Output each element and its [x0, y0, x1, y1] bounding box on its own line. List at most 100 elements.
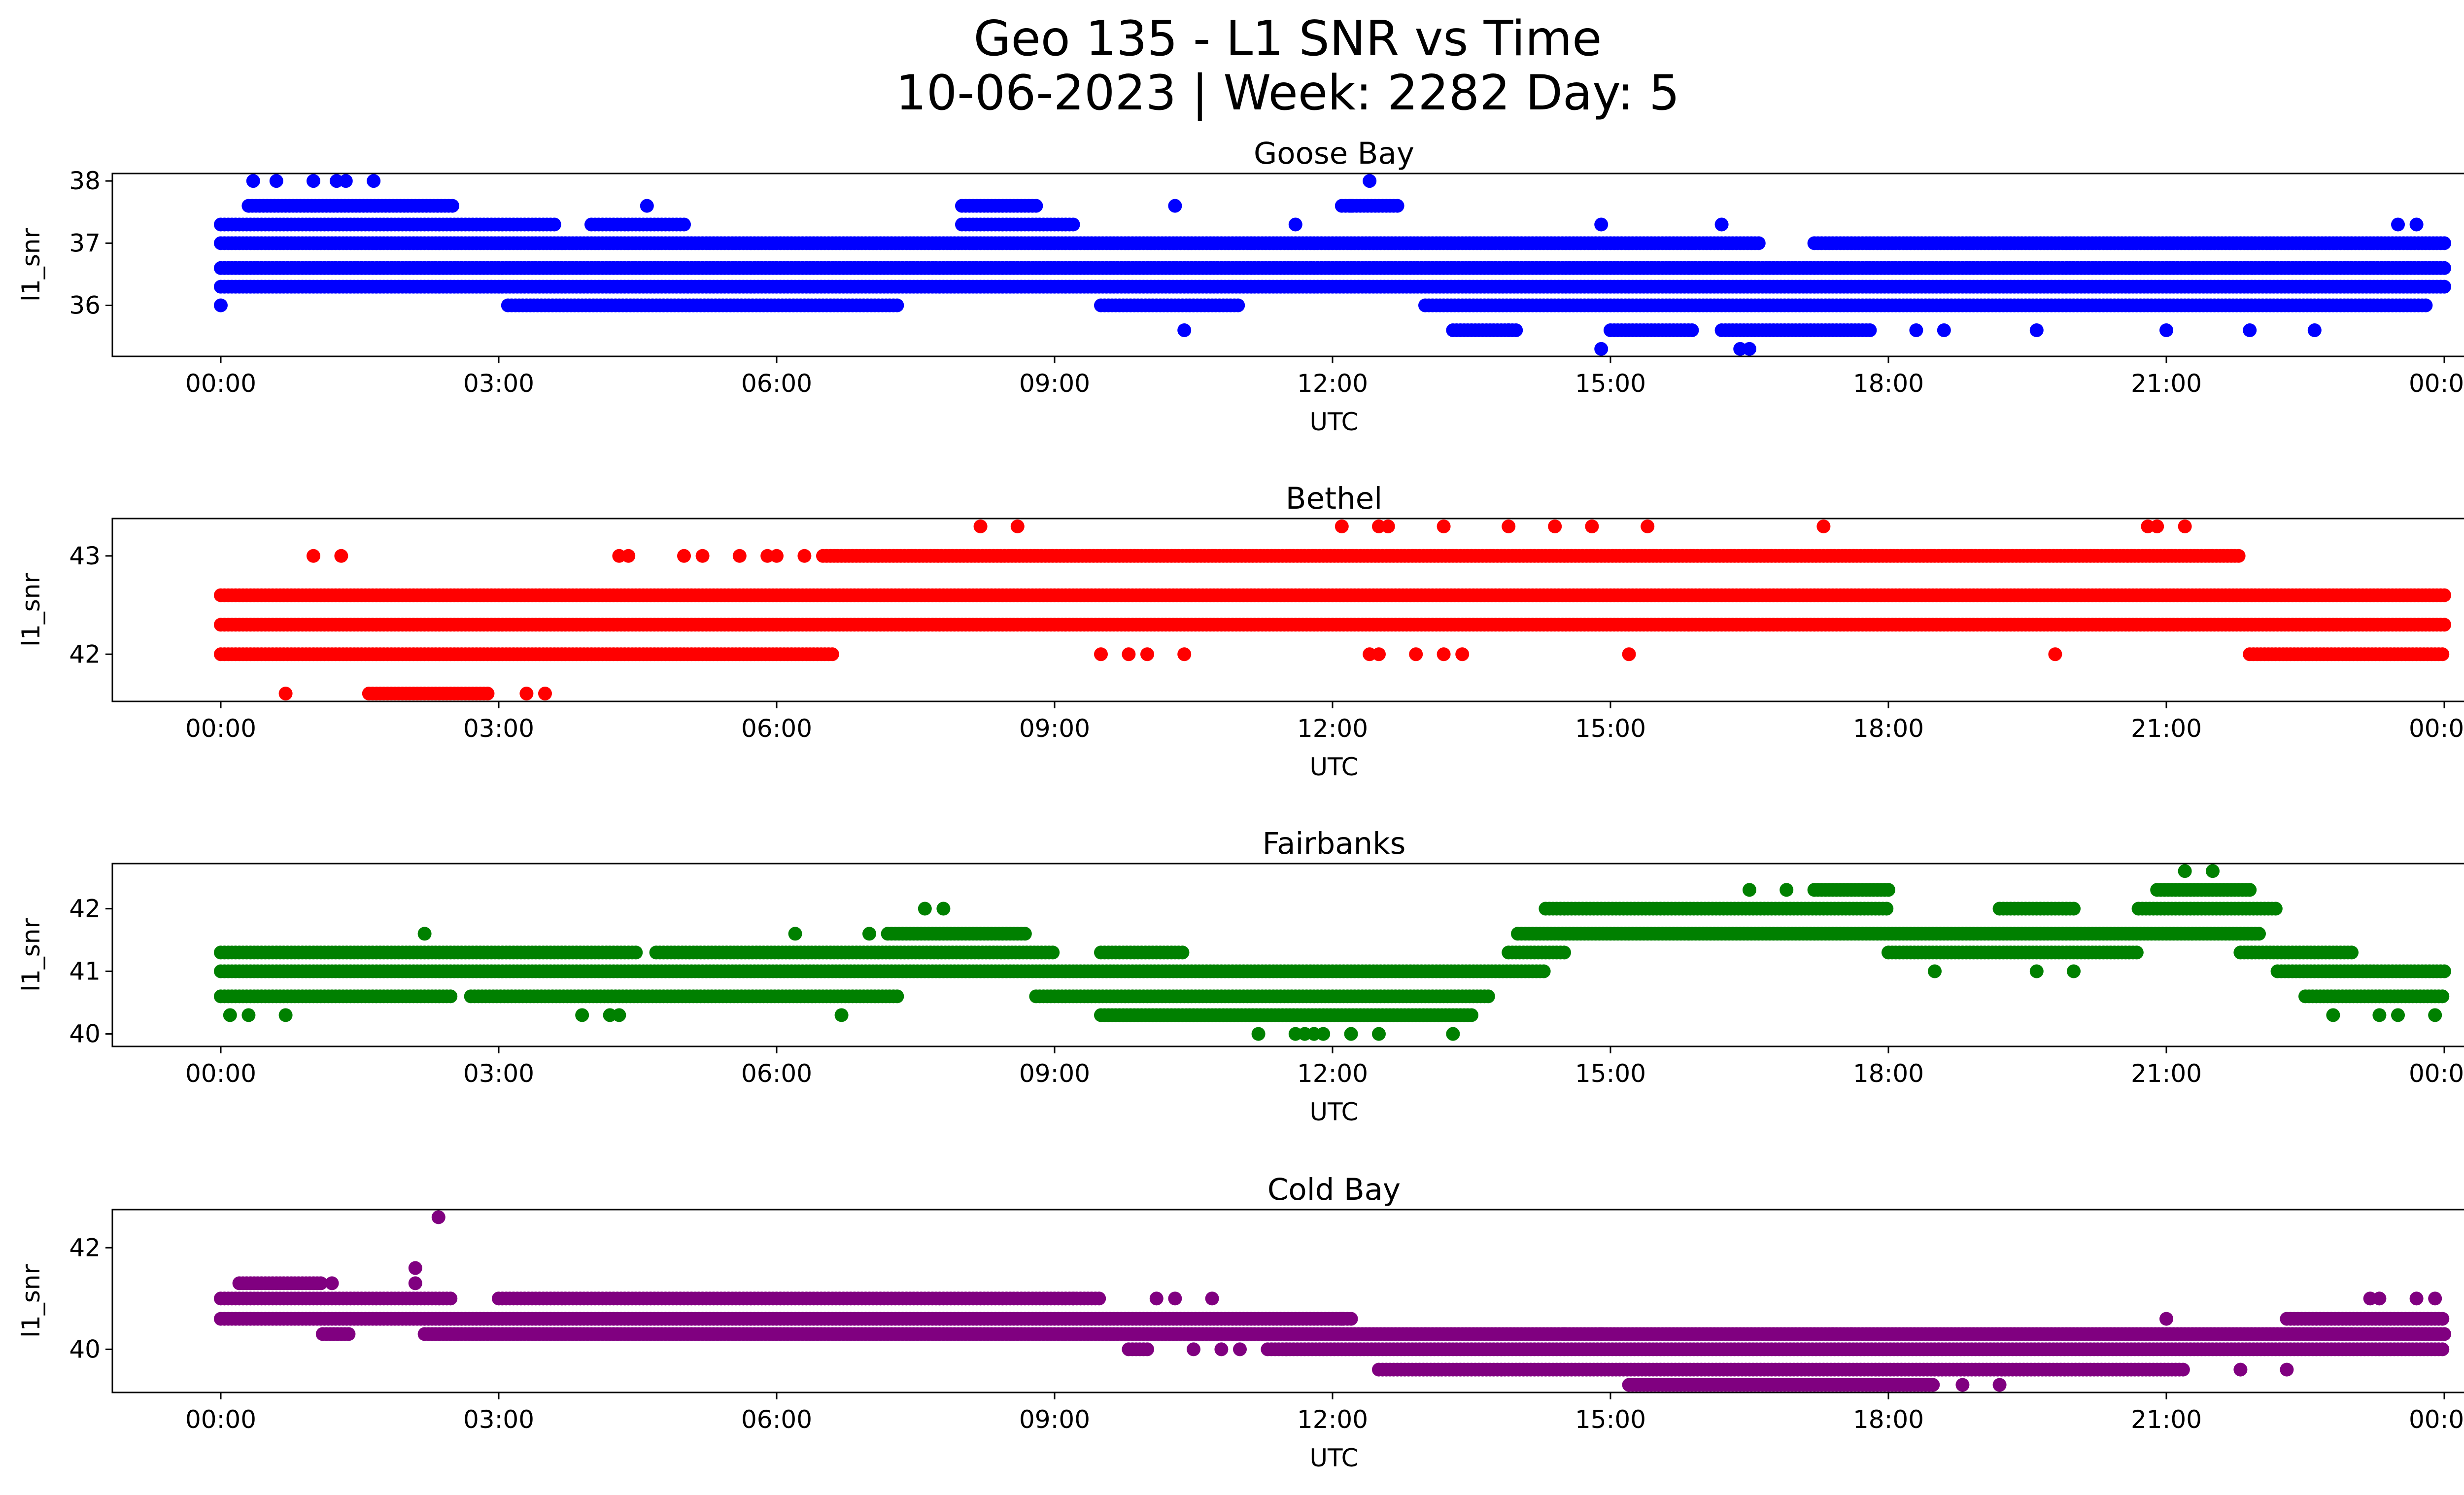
- x-tick-label: 12:00: [1297, 714, 1368, 743]
- x-tick-label: 18:00: [1853, 369, 1924, 398]
- data-point: [1585, 519, 1599, 533]
- data-point: [1743, 342, 1756, 356]
- data-point: [1168, 199, 1182, 213]
- data-point: [1548, 519, 1562, 533]
- data-point: [1177, 323, 1192, 337]
- data-point: [1437, 519, 1451, 533]
- data-point: [770, 549, 784, 563]
- figure-title: Geo 135 - L1 SNR vs Time: [973, 11, 1602, 67]
- data-point: [1177, 647, 1192, 661]
- data-point: [2307, 323, 2322, 337]
- data-point: [890, 298, 904, 313]
- data-point: [1594, 217, 1608, 232]
- data-point: [1863, 323, 1877, 337]
- data-point: [2437, 261, 2451, 275]
- data-point: [1685, 323, 1699, 337]
- data-point: [2159, 323, 2173, 337]
- data-point: [444, 989, 458, 1004]
- data-point: [1409, 647, 1423, 661]
- data-point: [1372, 647, 1386, 661]
- data-point: [1481, 989, 1495, 1004]
- data-point: [307, 174, 320, 188]
- data-point: [334, 549, 348, 563]
- data-point: [677, 217, 691, 232]
- x-tick-label: 21:00: [2131, 369, 2202, 398]
- x-tick-label: 06:00: [741, 369, 812, 398]
- x-axis-label: UTC: [1309, 408, 1358, 436]
- data-point: [1029, 199, 1043, 213]
- x-tick-label: 00:00: [185, 369, 256, 398]
- data-point: [1502, 323, 1516, 337]
- data-point: [367, 174, 381, 188]
- data-point: [519, 687, 534, 701]
- data-point: [825, 647, 839, 661]
- data-point: [1122, 647, 1136, 661]
- y-tick-label: 37: [69, 229, 101, 257]
- x-tick-label: 03:00: [463, 369, 534, 398]
- data-point: [1066, 217, 1080, 232]
- x-tick-label: 12:00: [1297, 369, 1368, 398]
- data-point: [2243, 323, 2257, 337]
- x-tick-label: 03:00: [463, 714, 534, 743]
- x-tick-label: 21:00: [2131, 714, 2202, 743]
- data-point: [732, 549, 747, 563]
- data-point: [2409, 217, 2424, 232]
- data-point: [2437, 618, 2451, 632]
- y-axis-label: l1_snr: [17, 573, 45, 647]
- figure-subtitle: 10-06-2023 | Week: 2282 Day: 5: [895, 65, 1680, 121]
- data-point: [2435, 647, 2450, 661]
- series-points-bethel: [214, 519, 2451, 701]
- y-tick-label: 43: [69, 542, 101, 570]
- series-points-goose-bay: [214, 174, 2451, 356]
- y-axis-label: l1_snr: [17, 228, 45, 302]
- data-point: [2437, 279, 2451, 294]
- x-tick-label: 18:00: [1853, 714, 1924, 743]
- data-point: [2178, 519, 2192, 533]
- data-point: [973, 519, 988, 533]
- axes-frame-bethel: [111, 518, 2464, 702]
- data-point: [797, 549, 812, 563]
- data-point: [339, 174, 353, 188]
- x-tick-label: 15:00: [1575, 369, 1646, 398]
- data-point: [621, 549, 636, 563]
- x-axis-label: UTC: [1309, 753, 1358, 781]
- data-point: [480, 687, 495, 701]
- data-point: [1465, 1008, 1478, 1022]
- data-point: [2029, 323, 2044, 337]
- data-point: [547, 217, 561, 232]
- data-point: [640, 199, 654, 213]
- data-point: [2435, 989, 2450, 1004]
- data-point: [1288, 217, 1302, 232]
- data-point: [1437, 647, 1451, 661]
- data-point: [1390, 199, 1404, 213]
- data-point: [1335, 519, 1349, 533]
- data-point: [677, 549, 691, 563]
- axes-frame-goose-bay: [111, 173, 2464, 357]
- data-point: [695, 549, 710, 563]
- data-point: [890, 989, 904, 1004]
- x-tick-label: 09:00: [1019, 714, 1090, 743]
- data-point: [214, 298, 228, 313]
- x-tick-label: 09:00: [1019, 369, 1090, 398]
- data-point: [2437, 236, 2451, 250]
- y-tick-label: 42: [69, 640, 101, 668]
- data-point: [445, 199, 459, 213]
- data-point: [1140, 647, 1154, 661]
- data-point: [2150, 519, 2164, 533]
- data-point: [2419, 298, 2433, 313]
- data-point: [1010, 519, 1025, 533]
- panel-title-fairbanks: Fairbanks: [1263, 826, 1406, 861]
- series-points-fairbanks: [214, 864, 2451, 1041]
- x-tick-label: 06:00: [741, 714, 812, 743]
- data-point: [1094, 647, 1108, 661]
- data-point: [1622, 647, 1636, 661]
- data-point: [278, 687, 293, 701]
- data-point: [1816, 519, 1831, 533]
- data-point: [246, 174, 260, 188]
- data-point: [1502, 519, 1516, 533]
- data-point: [307, 549, 320, 563]
- data-point: [2391, 217, 2405, 232]
- y-tick-label: 36: [69, 291, 101, 320]
